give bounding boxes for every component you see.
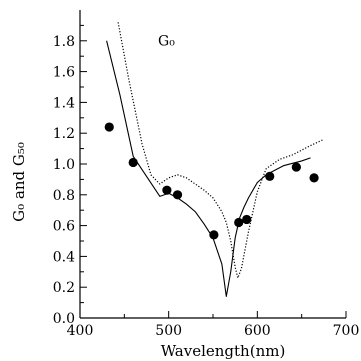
series-annotation-g0: G₀ <box>158 33 175 49</box>
y-tick-label: 1.2 <box>53 126 75 142</box>
series-group <box>104 22 325 297</box>
y-axis-title: G₀ and G₅₀ <box>10 142 28 222</box>
x-tick-label: 500 <box>155 323 182 339</box>
y-axis-ticks: 0.0 0.2 0.4 0.6 0.8 1.0 1.2 1.4 1.6 1.8 <box>53 24 87 327</box>
x-tick-label: 700 <box>333 323 360 339</box>
plot-area: 0.0 0.2 0.4 0.6 0.8 1.0 1.2 1.4 1.6 1.8 400 500 600… <box>53 10 360 339</box>
y-tick-label: 1.6 <box>53 65 75 81</box>
data-point <box>128 157 138 168</box>
y-tick-label: 0.6 <box>53 219 75 235</box>
data-point <box>209 230 219 240</box>
y-tick-label: 1.4 <box>53 95 75 111</box>
x-tick-label: 400 <box>67 323 94 339</box>
y-tick-label: 1.0 <box>53 157 75 173</box>
y-tick-label: 0.8 <box>53 188 75 204</box>
y-tick-label: 0.0 <box>53 311 75 327</box>
x-axis-title: Wavelength(nm) <box>161 342 286 360</box>
series-line-solid <box>106 40 311 297</box>
data-point <box>265 171 275 181</box>
y-tick-label: 1.8 <box>53 34 75 50</box>
data-point <box>242 214 252 225</box>
x-axis-ticks: 400 500 600 700 <box>67 311 360 339</box>
data-point <box>172 190 183 200</box>
axes <box>79 10 346 319</box>
data-point <box>234 217 244 228</box>
data-point <box>162 185 172 195</box>
y-tick-label: 0.2 <box>53 280 75 296</box>
data-point <box>104 122 114 132</box>
data-point <box>291 162 301 172</box>
y-tick-label: 0.4 <box>53 249 75 265</box>
data-point <box>309 173 319 183</box>
series-line-dotted <box>117 22 325 279</box>
x-tick-label: 600 <box>244 323 271 339</box>
